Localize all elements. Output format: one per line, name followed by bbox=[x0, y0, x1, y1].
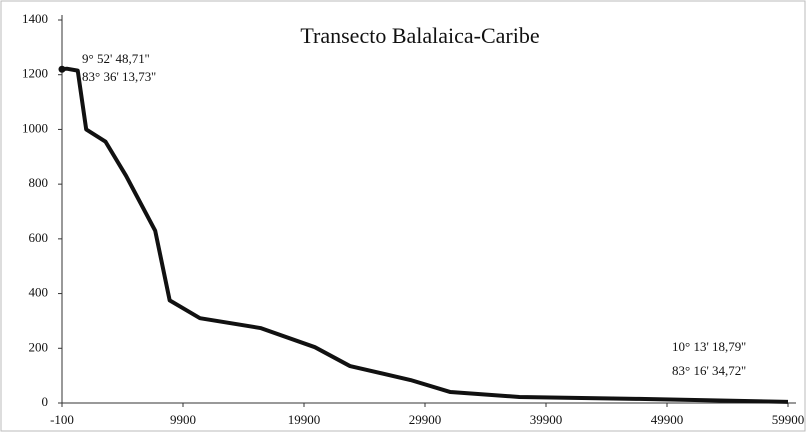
y-tick-label: 200 bbox=[29, 339, 49, 354]
x-tick-label: 9900 bbox=[170, 412, 196, 427]
point bbox=[58, 65, 66, 73]
y-tick-label: 1400 bbox=[22, 11, 48, 26]
y-tick-label: 800 bbox=[29, 175, 49, 190]
y-tick-label: 1200 bbox=[22, 66, 48, 81]
x-tick-label: 49900 bbox=[651, 412, 684, 427]
y-tick-label: 400 bbox=[29, 285, 49, 300]
y-tick-label: 0 bbox=[42, 394, 49, 409]
y-tick-label: 1000 bbox=[22, 120, 48, 135]
chart-title: Transecto Balalaica-Caribe bbox=[300, 23, 539, 48]
x-tick-label: 39900 bbox=[530, 412, 563, 427]
x-tick-label: -100 bbox=[50, 412, 74, 427]
annotation: 83° 16' 34,72'' bbox=[672, 363, 746, 378]
x-tick-label: 29900 bbox=[409, 412, 442, 427]
annotation: 10° 13' 18,79'' bbox=[672, 339, 746, 354]
x-tick-label: 59900 bbox=[772, 412, 805, 427]
y-tick-label: 600 bbox=[29, 230, 49, 245]
line bbox=[61, 66, 789, 404]
annotation: 9° 52' 48,71'' bbox=[82, 51, 149, 66]
x-tick-label: 19900 bbox=[288, 412, 321, 427]
annotation: 83° 36' 13,73'' bbox=[82, 69, 156, 84]
